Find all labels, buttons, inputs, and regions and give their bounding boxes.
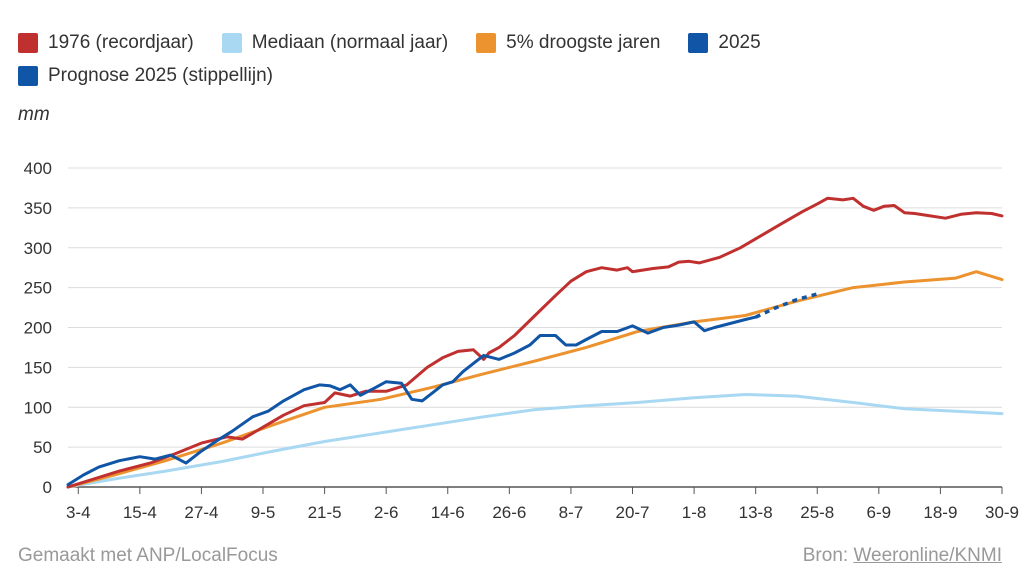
legend-label-mediaan: Mediaan (normaal jaar) (251, 31, 449, 53)
y-tick-label: 250 (24, 279, 52, 298)
legend-swatch-2025 (688, 32, 709, 53)
legend-item-1976[interactable]: 1976 (recordjaar) (18, 32, 194, 54)
legend-label-2025: 2025 (718, 31, 761, 53)
x-tick-label: 8-7 (559, 503, 584, 522)
footer-credit: Gemaakt met ANP/LocalFocus (18, 545, 278, 566)
x-tick-label: 13-8 (739, 503, 773, 522)
source-link[interactable]: Weeronline/KNMI (853, 545, 1002, 566)
x-tick-label: 27-4 (184, 503, 218, 522)
x-tick-label: 20-7 (615, 503, 649, 522)
footer-source: Bron: Weeronline/KNMI (803, 545, 1002, 567)
series-line-droogste (66, 270, 1004, 489)
legend-label-1976: 1976 (recordjaar) (48, 31, 194, 53)
legend-row-1: 1976 (recordjaar) Mediaan (normaal jaar)… (18, 26, 998, 59)
x-tick-label: 15-4 (123, 503, 157, 522)
source-prefix: Bron: (802, 545, 849, 566)
legend-item-mediaan[interactable]: Mediaan (normaal jaar) (221, 31, 449, 54)
x-tick-label: 18-9 (923, 503, 957, 522)
y-tick-label: 350 (24, 199, 52, 218)
y-tick-label: 150 (24, 358, 52, 377)
x-tick-label: 1-8 (682, 503, 707, 522)
y-tick-label: 200 (24, 319, 52, 338)
legend-label-prognose: Prognose 2025 (stippellijn) (48, 64, 273, 86)
y-tick-label: 400 (24, 159, 52, 178)
x-tick-label: 25-8 (800, 503, 834, 522)
x-tick-label: 2-6 (374, 503, 399, 522)
legend-swatch-1976 (18, 32, 38, 53)
x-tick-label: 9-5 (251, 503, 276, 522)
x-tick-label: 3-4 (66, 503, 91, 522)
legend-item-2025[interactable]: 2025 (688, 31, 761, 54)
legend-label-droogste: 5% droogste jaren (506, 31, 661, 53)
x-tick-label: 14-6 (431, 503, 465, 522)
legend-item-droogste[interactable]: 5% droogste jaren (476, 32, 660, 54)
chart-legend: 1976 (recordjaar) Mediaan (normaal jaar)… (18, 26, 998, 92)
x-tick-label: 21-5 (308, 503, 342, 522)
y-tick-label: 300 (24, 239, 52, 258)
series-line-mediaan (66, 393, 1004, 489)
series-line-1976 (66, 196, 1004, 489)
y-axis-unit-label: mm (18, 104, 50, 125)
legend-item-prognose[interactable]: Prognose 2025 (stippellijn) (18, 65, 273, 87)
series-line-2025 (66, 315, 758, 487)
legend-swatch-mediaan (221, 32, 242, 53)
x-tick-label: 26-6 (492, 503, 526, 522)
y-tick-label: 0 (43, 478, 52, 497)
x-tick-label: 6-9 (867, 503, 892, 522)
legend-swatch-droogste (476, 32, 497, 53)
x-tick-label: 30-9 (985, 503, 1019, 522)
y-tick-label: 50 (33, 438, 52, 457)
legend-row-2: Prognose 2025 (stippellijn) (18, 59, 998, 92)
series-line-prognose (754, 292, 818, 319)
legend-swatch-prognose (18, 65, 38, 86)
y-tick-label: 100 (24, 398, 52, 417)
